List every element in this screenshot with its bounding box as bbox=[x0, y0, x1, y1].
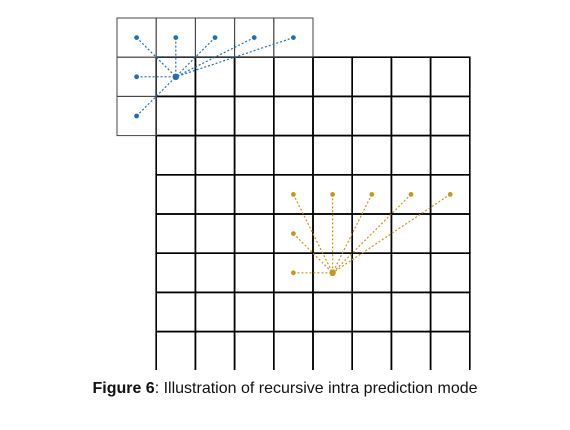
main-grid-cell bbox=[194, 330, 236, 370]
blue-prediction-line bbox=[175, 37, 216, 78]
main-grid-cell bbox=[155, 95, 197, 137]
figure-caption: Figure 6: Illustration of recursive intr… bbox=[0, 380, 570, 398]
main-grid-cell bbox=[155, 252, 197, 294]
main-grid-cell bbox=[351, 56, 393, 98]
main-grid-cell bbox=[233, 95, 275, 137]
blue-target-sample bbox=[172, 73, 179, 81]
gold-source-sample bbox=[291, 270, 296, 276]
main-grid-cell bbox=[312, 134, 354, 176]
main-grid-cell bbox=[351, 291, 393, 333]
gold-source-sample bbox=[291, 231, 296, 237]
gold-prediction-line bbox=[292, 233, 334, 274]
main-grid-cell bbox=[429, 291, 471, 333]
main-grid-cell bbox=[312, 291, 354, 333]
main-grid-cell bbox=[429, 56, 471, 98]
main-grid-cell bbox=[429, 213, 471, 255]
blue-source-sample bbox=[291, 35, 296, 40]
gold-prediction-line bbox=[332, 194, 373, 274]
main-grid-cell bbox=[194, 95, 236, 137]
gold-target-sample bbox=[329, 269, 336, 276]
main-grid-cell bbox=[272, 330, 314, 370]
gold-prediction-line bbox=[332, 193, 412, 274]
reference-row-cell bbox=[273, 17, 314, 58]
main-grid-cell bbox=[233, 134, 275, 176]
main-grid-cell bbox=[390, 291, 432, 333]
figure-caption-label: Figure 6 bbox=[92, 380, 155, 397]
grid-layer bbox=[116, 17, 471, 370]
main-grid-cell bbox=[272, 134, 314, 176]
blue-prediction-line bbox=[175, 37, 255, 78]
main-grid-cell bbox=[272, 291, 314, 333]
main-grid-cell bbox=[233, 291, 275, 333]
main-grid-cell bbox=[390, 252, 432, 294]
main-grid-cell bbox=[351, 330, 393, 370]
main-grid-cell bbox=[390, 213, 432, 255]
blue-source-sample bbox=[134, 113, 140, 119]
main-grid-cell bbox=[312, 330, 354, 370]
blue-prediction-line bbox=[175, 37, 294, 78]
main-grid-cell bbox=[312, 56, 354, 98]
main-grid-cell bbox=[272, 56, 314, 98]
main-grid-cell bbox=[233, 330, 275, 370]
main-grid-cell bbox=[233, 252, 275, 294]
main-grid-cell bbox=[194, 56, 236, 98]
main-grid-cell bbox=[390, 95, 432, 137]
main-grid-cell bbox=[429, 134, 471, 176]
main-grid-cell bbox=[312, 95, 354, 137]
gold-prediction-line bbox=[292, 194, 334, 274]
gold-prediction-line bbox=[332, 193, 451, 274]
blue-source-sample bbox=[251, 35, 257, 40]
reference-column-cell bbox=[116, 95, 157, 137]
gold-source-sample bbox=[447, 192, 453, 197]
blue-source-sample bbox=[134, 35, 140, 40]
figure-caption-text: : Illustration of recursive intra predic… bbox=[154, 380, 478, 397]
main-grid-cell bbox=[351, 95, 393, 137]
main-grid-cell bbox=[194, 174, 236, 215]
main-grid-cell bbox=[351, 134, 393, 176]
main-grid-cell bbox=[155, 330, 197, 370]
main-grid-cell bbox=[351, 252, 393, 294]
blue-source-sample bbox=[134, 74, 140, 80]
prediction-dots-layer bbox=[134, 35, 453, 276]
main-grid-cell bbox=[429, 330, 471, 370]
main-grid-cell bbox=[272, 95, 314, 137]
gold-source-sample bbox=[369, 192, 375, 197]
blue-prediction-line bbox=[136, 37, 177, 78]
main-grid-cell bbox=[233, 174, 275, 215]
main-grid-cell bbox=[194, 252, 236, 294]
blue-prediction-line bbox=[136, 76, 177, 117]
main-grid-cell bbox=[233, 56, 275, 98]
main-grid-cell bbox=[155, 213, 197, 255]
main-grid-cell bbox=[194, 134, 236, 176]
main-grid-cell bbox=[155, 134, 197, 176]
blue-source-sample bbox=[212, 35, 218, 40]
gold-source-sample bbox=[330, 192, 335, 197]
main-grid-cell bbox=[390, 56, 432, 98]
main-grid-cell bbox=[429, 95, 471, 137]
main-grid-cell bbox=[155, 174, 197, 215]
blue-source-sample bbox=[173, 35, 179, 40]
recursive-intra-prediction-diagram bbox=[116, 17, 471, 370]
main-grid-cell bbox=[390, 134, 432, 176]
main-grid-cell bbox=[194, 213, 236, 255]
main-grid-cell bbox=[155, 291, 197, 333]
main-grid-cell bbox=[390, 330, 432, 370]
main-grid-cell bbox=[194, 291, 236, 333]
gold-source-sample bbox=[291, 192, 296, 197]
main-grid-cell bbox=[429, 252, 471, 294]
prediction-lines-layer bbox=[136, 37, 451, 274]
gold-source-sample bbox=[408, 192, 414, 197]
main-grid-cell bbox=[233, 213, 275, 255]
